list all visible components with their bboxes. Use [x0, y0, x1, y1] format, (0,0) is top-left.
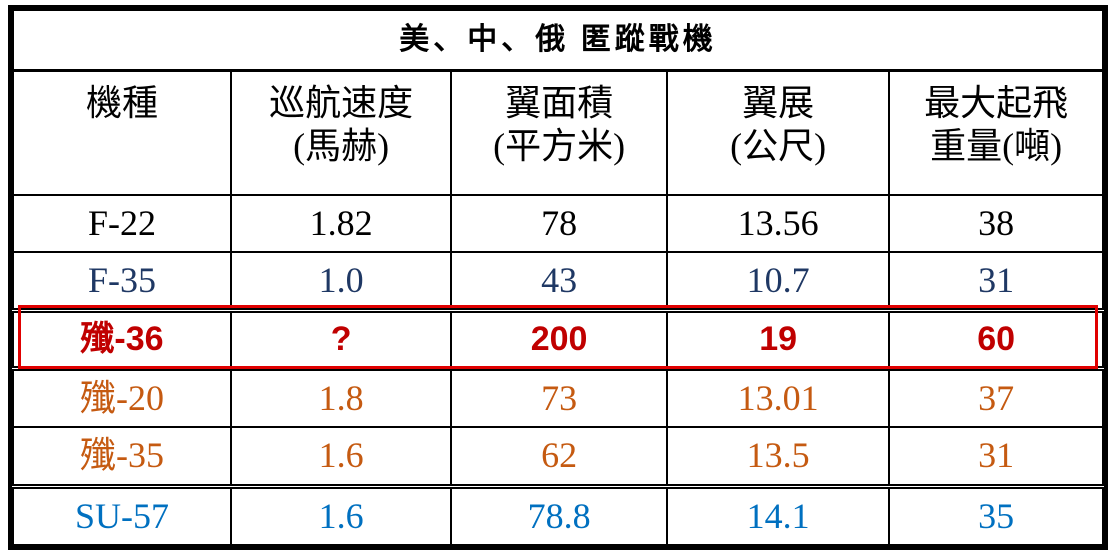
data-cell: 13.5	[665, 426, 891, 488]
data-cell: 1.0	[229, 250, 453, 312]
data-row: 殲-36? 200 19 60	[12, 308, 1104, 370]
data-cell: 37	[888, 365, 1104, 429]
data-cell: 10.7	[665, 250, 891, 312]
aircraft-name: SU-57	[12, 483, 232, 546]
data-row: 殲-35 1.6 62 13.5 31	[12, 426, 1104, 488]
aircraft-name: F-35	[12, 250, 232, 312]
header-cell: 翼面積 (平方米)	[450, 69, 668, 196]
data-row: F-22 1.82 78 13.56 38	[12, 194, 1104, 253]
data-cell: 1.6	[229, 483, 453, 546]
data-cell: 31	[888, 250, 1104, 312]
aircraft-name: F-22	[12, 194, 232, 253]
header-cell: 機種	[12, 69, 232, 196]
data-cell: 1.8	[229, 365, 453, 429]
data-row: SU-57 1.6 78.8 14.1 35	[12, 483, 1104, 546]
table-frame: 美、中、俄 匿蹤戰機 機種 巡航速度 (馬赫) 翼面積 (平方米) 翼展 (公尺) 最大起飛 重量…	[8, 5, 1108, 550]
data-row: 殲-20 1.8 73 13.01 37	[12, 365, 1104, 429]
aircraft-name: 殲-20	[12, 365, 232, 429]
data-cell: 1.82	[229, 194, 453, 253]
data-cell: 31	[888, 426, 1104, 488]
aircraft-name: 殲-35	[12, 426, 232, 488]
data-cell: 38	[888, 194, 1104, 253]
aircraft-name: 殲-36	[12, 308, 232, 370]
data-cell: 200	[450, 308, 668, 370]
data-cell: 13.56	[665, 194, 891, 253]
header-cell: 最大起飛 重量(噸)	[888, 69, 1104, 196]
data-cell: ?	[229, 308, 453, 370]
header-row: 機種 巡航速度 (馬赫) 翼面積 (平方米) 翼展 (公尺) 最大起飛 重量(噸)	[12, 69, 1104, 196]
data-cell: 62	[450, 426, 668, 488]
data-cell: 14.1	[665, 483, 891, 546]
data-cell: 35	[888, 483, 1104, 546]
data-cell: 78	[450, 194, 668, 253]
data-cell: 60	[888, 308, 1104, 370]
data-cell: 1.6	[229, 426, 453, 488]
data-cell: 13.01	[665, 365, 891, 429]
data-cell: 78.8	[450, 483, 668, 546]
data-cell: 73	[450, 365, 668, 429]
title-row: 美、中、俄 匿蹤戰機	[12, 9, 1104, 72]
header-cell: 翼展 (公尺)	[665, 69, 891, 196]
table-title: 美、中、俄 匿蹤戰機	[12, 9, 1104, 72]
header-cell: 巡航速度 (馬赫)	[229, 69, 453, 196]
data-cell: 43	[450, 250, 668, 312]
comparison-table: 美、中、俄 匿蹤戰機 機種 巡航速度 (馬赫) 翼面積 (平方米) 翼展 (公尺) 最大起飛 重量…	[12, 9, 1104, 546]
data-row: F-35 1.0 43 10.7 31	[12, 250, 1104, 312]
data-cell: 19	[665, 308, 891, 370]
